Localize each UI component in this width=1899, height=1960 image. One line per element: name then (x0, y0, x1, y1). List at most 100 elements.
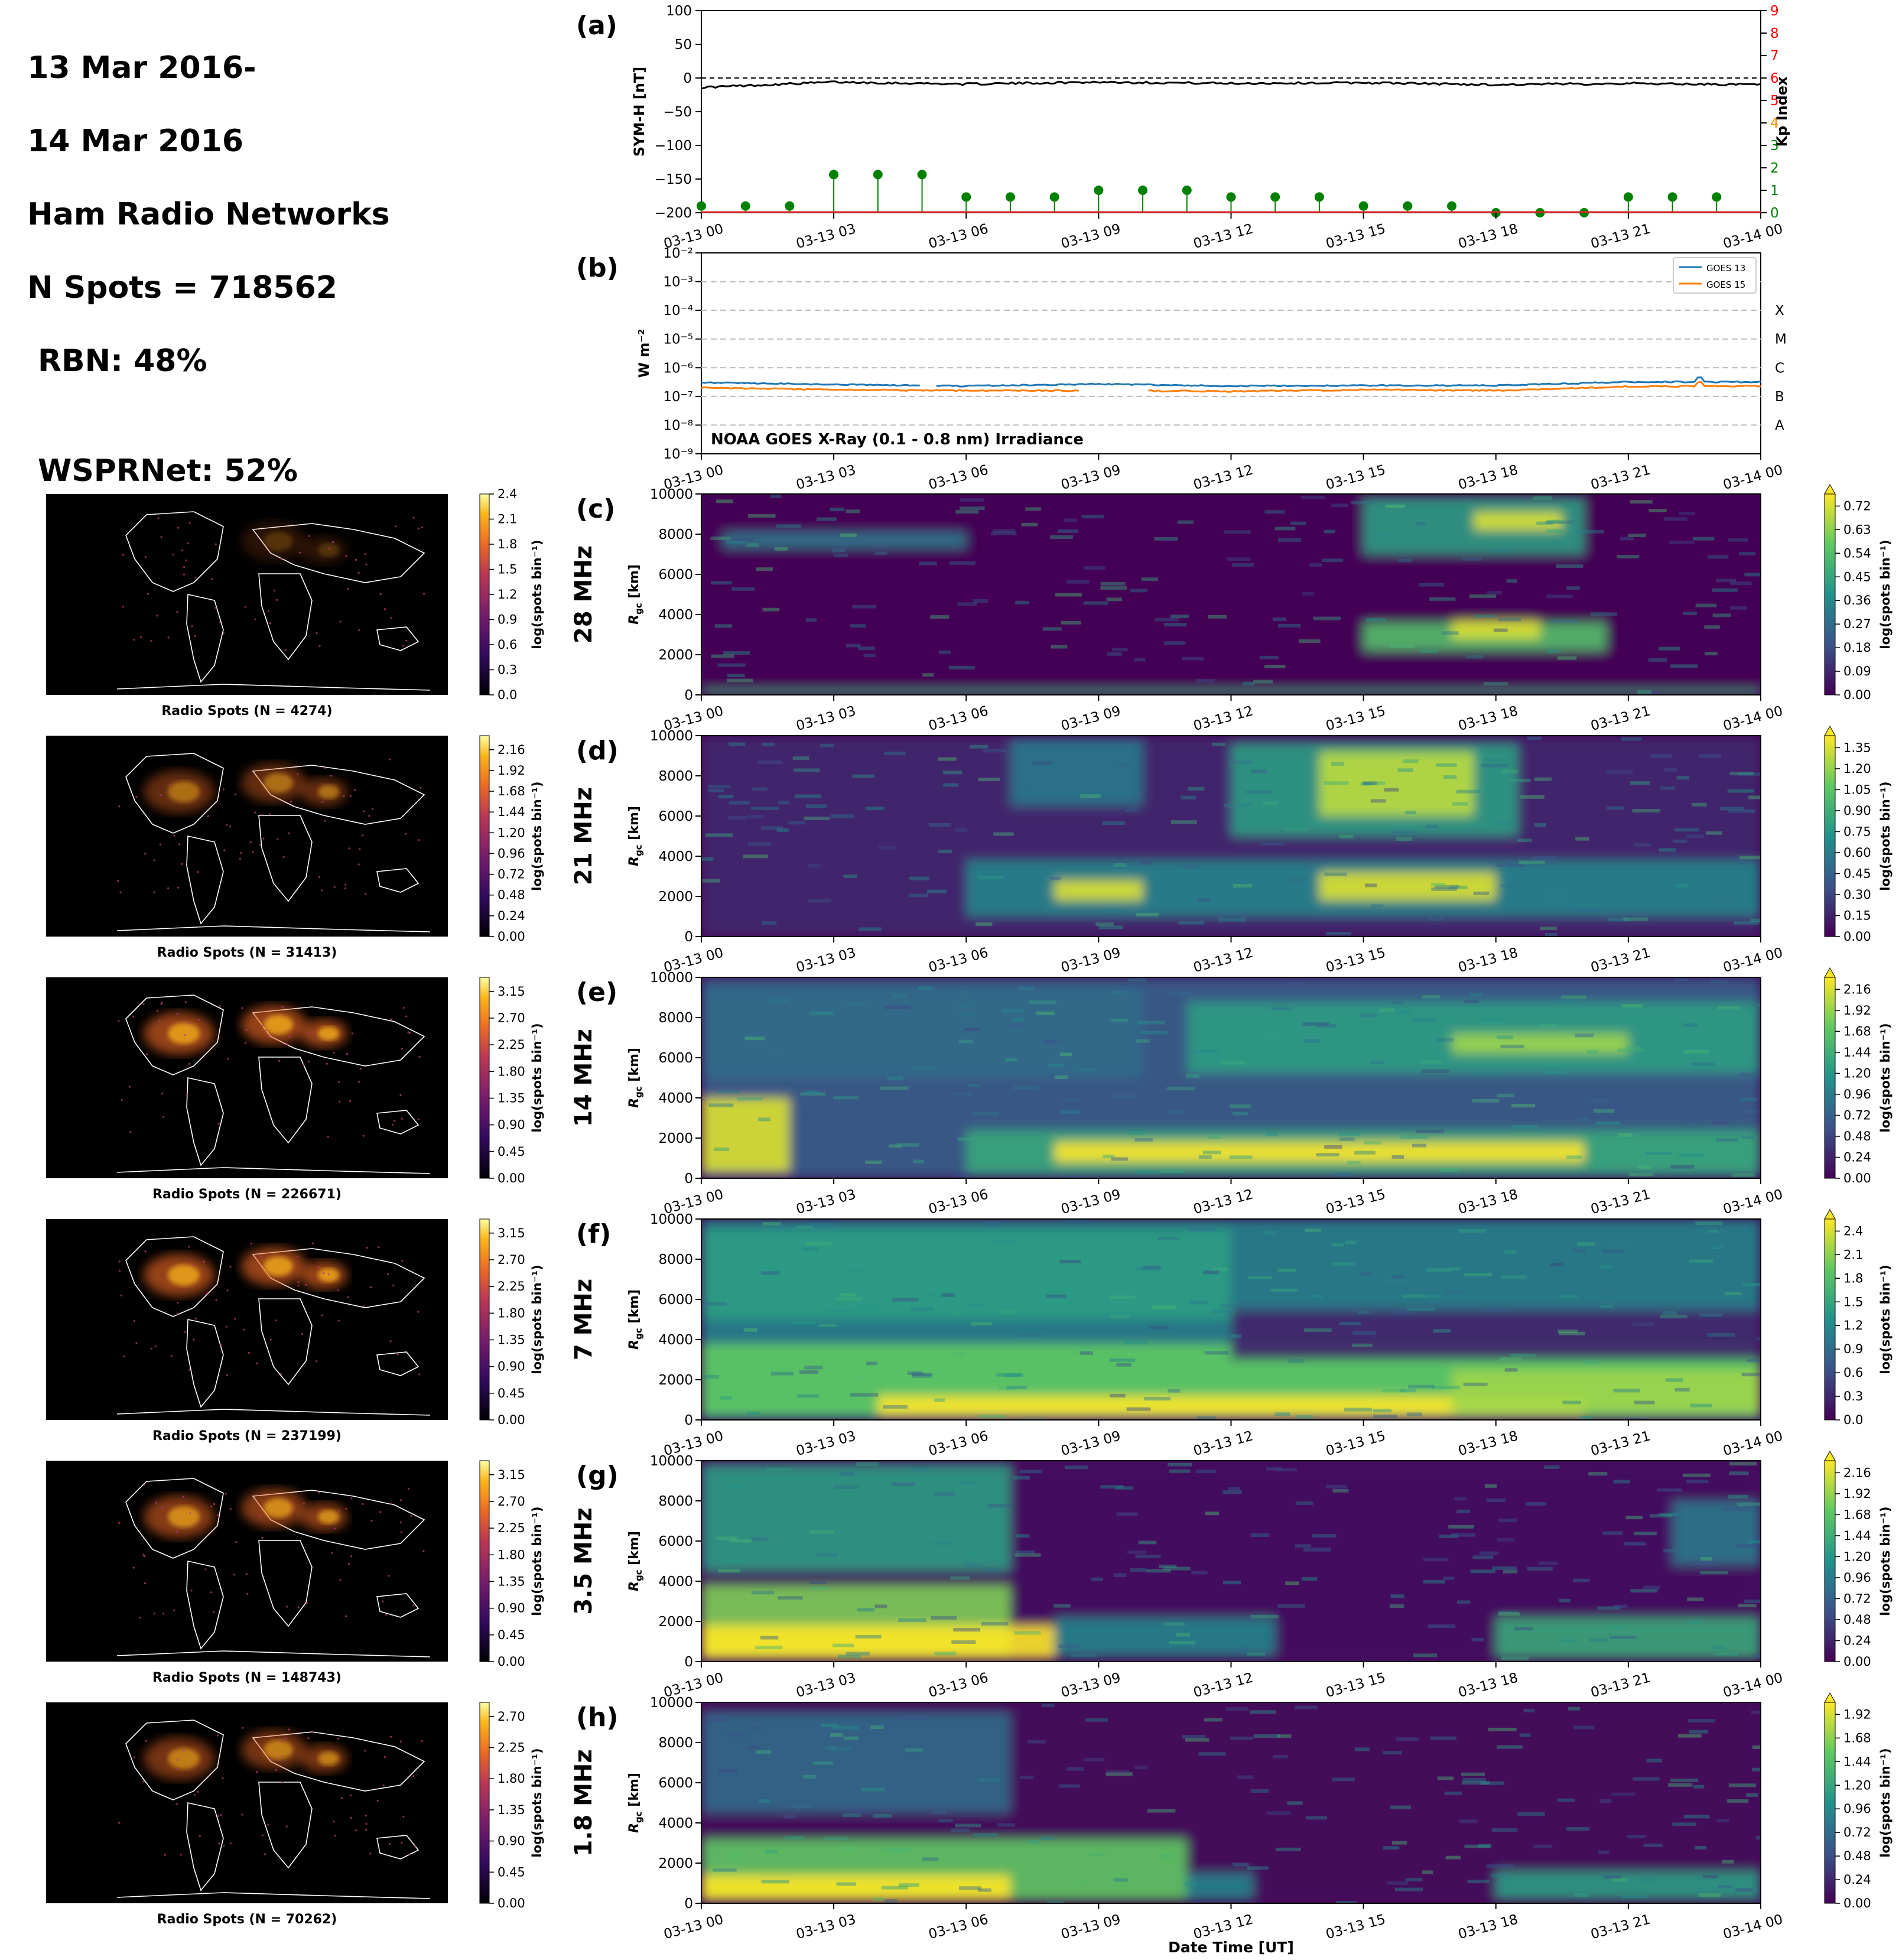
spot-dot (210, 1505, 213, 1507)
spot-dot (186, 1093, 188, 1096)
heatmap-speckle (1735, 1159, 1751, 1163)
spot-dot (277, 838, 279, 840)
spot-dot (267, 610, 270, 613)
heatmap-speckle (1618, 1133, 1633, 1137)
spot-dot (410, 1514, 412, 1517)
heatmap-speckle (1229, 1155, 1253, 1159)
spot-dot (181, 863, 183, 865)
spot-dot (187, 542, 189, 545)
heatmap-speckle (970, 1322, 993, 1326)
heatmap-speckle (1700, 1571, 1728, 1575)
spot-dot (297, 1606, 300, 1608)
heatmap-speckle (1159, 1564, 1177, 1568)
y-axis-label: W m⁻² (636, 329, 652, 378)
heatmap-speckle (1335, 1901, 1357, 1903)
heatmap-speckle (823, 1837, 848, 1841)
heatmap-speckle (892, 1482, 916, 1486)
spot-dot (288, 1035, 291, 1038)
spot-dot (419, 786, 422, 789)
heatmap-speckle (1116, 1363, 1131, 1367)
heatmap-speckle (1116, 763, 1132, 768)
spot-dot (399, 1094, 402, 1096)
heatmap-speckle (907, 1371, 923, 1375)
band-row-3p5MHz: Radio Spots (N = 148743)3.152.702.251.80… (46, 1450, 1893, 1685)
spot-dot (194, 1317, 197, 1320)
heatmap-speckle (820, 743, 834, 747)
heatmap-speckle (1590, 612, 1618, 616)
heatmap-speckle (1196, 679, 1215, 683)
map-cb-tick-label: 0.00 (497, 1171, 525, 1185)
spot-dot (365, 563, 368, 565)
heatmap-speckle (1469, 594, 1497, 598)
heatmap-speckle (1728, 1494, 1748, 1499)
heatmap-speckle (829, 1309, 851, 1313)
map-cb-tick-label: 0.00 (497, 1413, 525, 1427)
heatmap-speckle (1566, 1155, 1582, 1159)
heatmap-speckle (1710, 980, 1727, 984)
map-cb-tick-label: 2.16 (497, 743, 525, 757)
heatmap-speckle (1472, 1555, 1494, 1559)
heatmap-speckle (1419, 1060, 1443, 1064)
heatmap-speckle (1760, 647, 1761, 651)
heatmap-speckle (846, 643, 861, 648)
heatmap-speckle (1454, 1497, 1467, 1501)
spot-dot (210, 1591, 213, 1594)
heatmap-speckle (703, 1302, 727, 1306)
heatmap-cb-tick-label: 0.72 (1843, 1108, 1871, 1122)
heatmap-speckle (1700, 1557, 1712, 1561)
spot-dot (189, 1512, 191, 1514)
spot-dot (345, 555, 347, 557)
flare-class-label: X (1775, 303, 1784, 318)
heatmap-speckle (1704, 652, 1718, 656)
heatmap-speckle (1613, 1480, 1630, 1484)
heatmap-speckle (1043, 1039, 1056, 1043)
y-tick-label: 2000 (658, 1373, 693, 1388)
heatmap-speckle (1066, 1767, 1084, 1771)
y-tick-label: −200 (655, 206, 692, 221)
heatmap-speckle (1430, 882, 1445, 886)
heatmap-speckle (1627, 1835, 1646, 1839)
spot-dot (346, 1052, 349, 1055)
heatmap-speckle (1501, 1275, 1526, 1279)
heatmap-speckle (1496, 821, 1511, 825)
heatmap-speckle (1130, 1568, 1146, 1572)
heatmap-speckle (737, 1097, 763, 1101)
heatmap-speckle (1049, 876, 1061, 880)
heatmap-speckle (1426, 824, 1438, 828)
heatmap-speckle (1387, 1881, 1409, 1885)
heatmap-speckle (1228, 1487, 1240, 1491)
x-tick-label: 03-13 03 (795, 1428, 858, 1459)
spot-dot (344, 1615, 347, 1617)
heatmap-speckle (999, 1386, 1016, 1390)
heatmap-speckle (883, 1405, 908, 1409)
heatmap-speckle (1218, 918, 1247, 922)
heatmap-speckle (1678, 1734, 1702, 1738)
spot-dot (242, 1727, 244, 1729)
heatmap-speckle (1622, 917, 1648, 921)
heatmap-speckle (1177, 520, 1194, 524)
heatmap-speckle (951, 1092, 973, 1096)
heatmap-blobs (701, 1219, 1761, 1420)
continent-outline (252, 765, 425, 825)
heatmap-speckle (1584, 1360, 1599, 1364)
spot-dot (333, 1527, 336, 1530)
heatmap-speckle (865, 1160, 882, 1164)
heatmap-speckle (1451, 1533, 1475, 1537)
heatmap-speckle (1637, 1165, 1652, 1169)
heatmap-speckle (955, 828, 968, 832)
heatmap-speckle (717, 663, 746, 667)
kp-point (1182, 186, 1192, 195)
spot-dot (290, 801, 292, 803)
spot-density-core (318, 1510, 339, 1524)
heatmap-speckle (1461, 557, 1482, 561)
heatmap-speckle (1055, 1111, 1075, 1115)
heatmap-speckle (852, 774, 874, 778)
x-tick-label: 03-13 15 (1324, 221, 1387, 252)
spot-dot (268, 813, 271, 815)
heatmap-region (1672, 1501, 1761, 1565)
heatmap-speckle (984, 1568, 1001, 1572)
heatmap-speckle (1595, 1161, 1609, 1165)
spot-dot (261, 813, 263, 816)
heatmap-speckle (1396, 1737, 1419, 1741)
spot-dot (402, 1007, 405, 1009)
